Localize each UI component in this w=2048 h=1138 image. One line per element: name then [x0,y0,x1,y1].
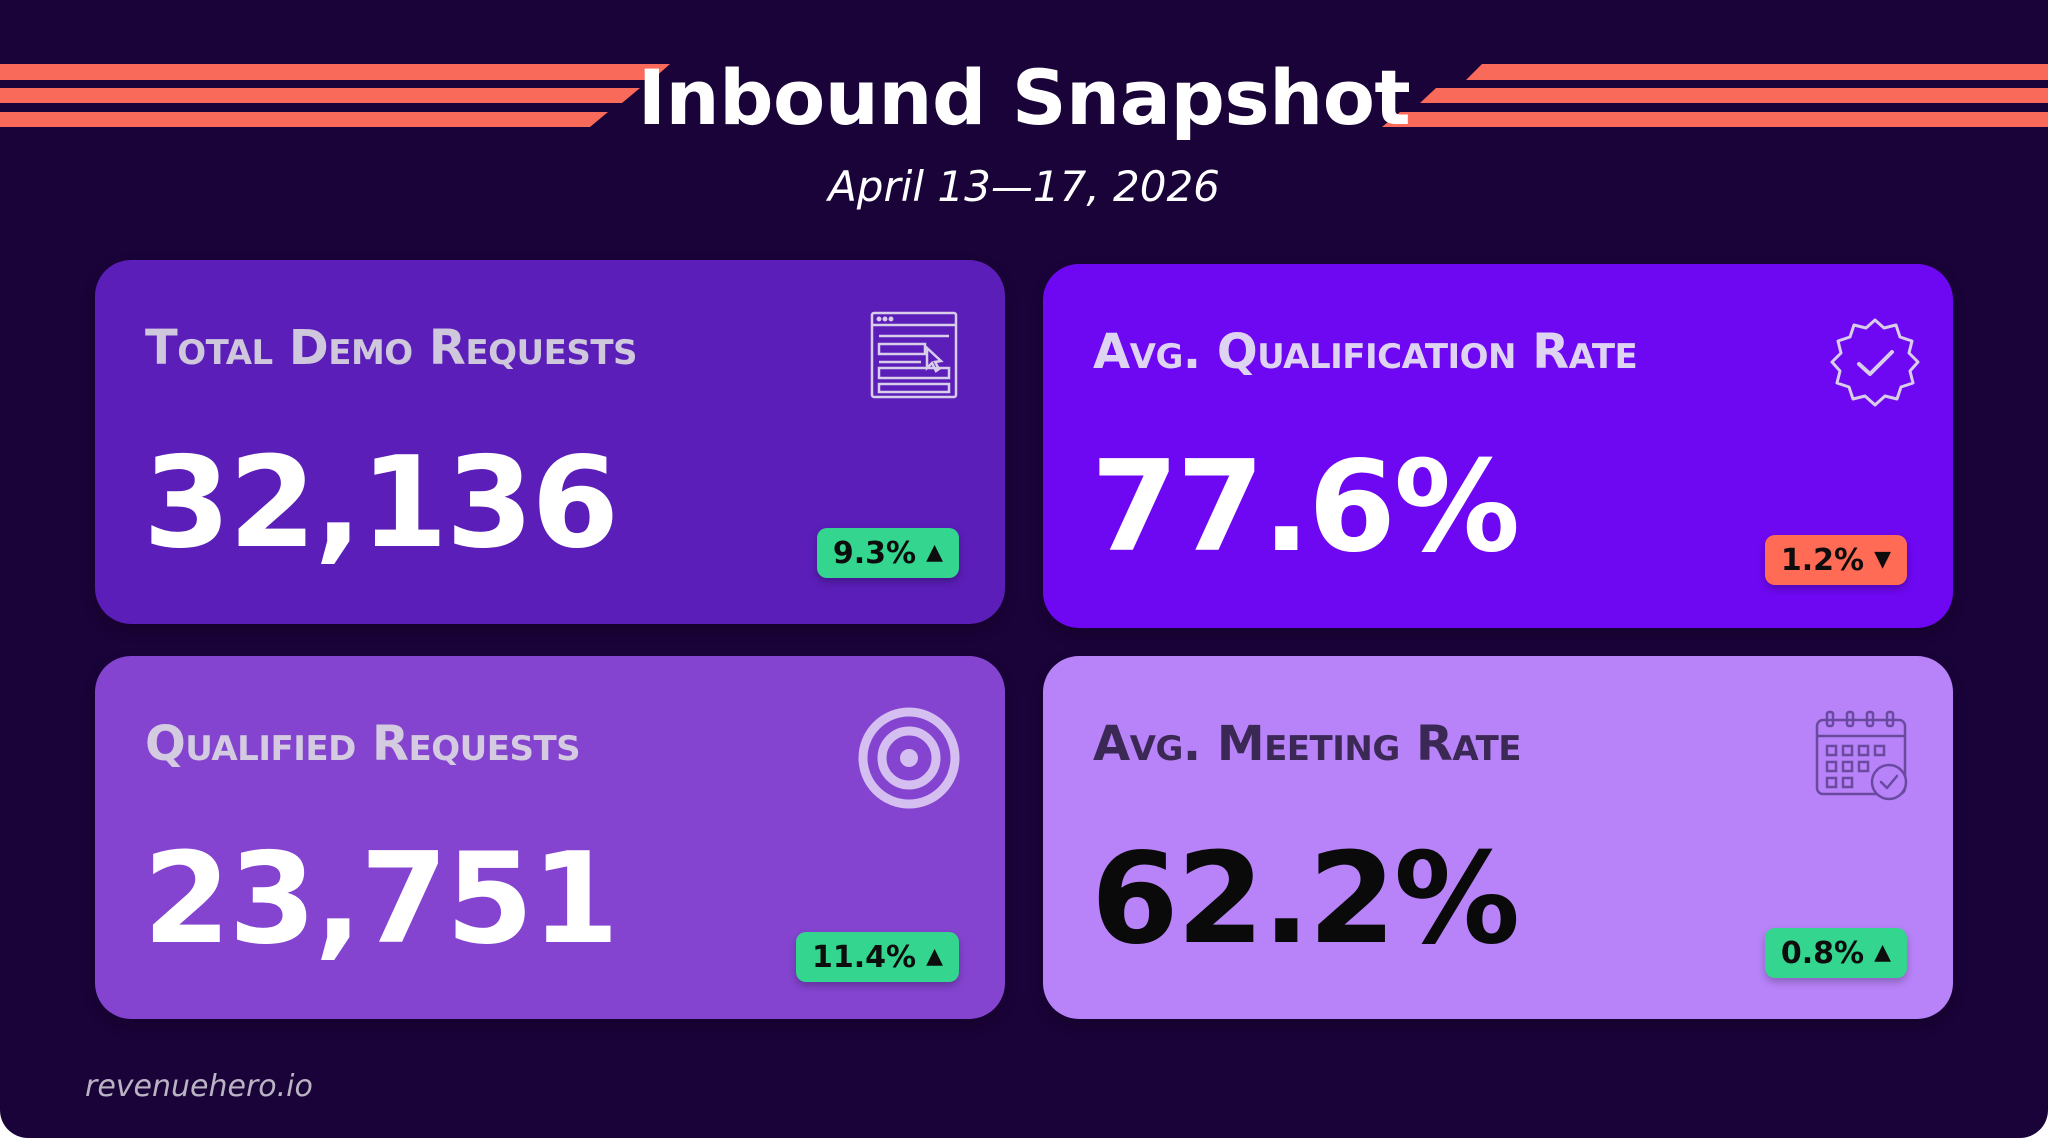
metric-value: 32,136 [143,429,619,576]
metric-label: Avg. Qualification Rate [1093,324,1638,380]
metric-label: Total Demo Requests [145,320,638,376]
verified-badge-icon [1830,318,1920,407]
right-stripe-1 [1466,64,2048,80]
up-arrow-icon: ▲ [1874,940,1891,965]
change-value: 0.8% [1780,935,1865,971]
metric-card-avg-meeting-rate: Avg. Meeting Rate 62.2% 0.8% ▲ [1043,656,1953,1019]
change-badge: 9.3% ▲ [816,528,959,578]
change-value: 1.2% [1780,542,1865,578]
left-stripe-2 [0,88,640,103]
up-arrow-icon: ▲ [926,944,943,969]
target-icon [858,707,960,809]
metric-card-total-demo-requests: Total Demo Requests 32,136 9.3% ▲ [95,260,1005,624]
change-badge: 11.4% ▲ [796,932,959,982]
change-badge: 1.2% ▼ [1764,535,1907,585]
right-stripe-2 [1420,88,2048,103]
left-stripe-3 [0,112,608,127]
header-stripes [0,64,2048,127]
web-form-icon [870,311,958,399]
metric-value: 62.2% [1091,825,1520,972]
up-arrow-icon: ▲ [926,540,943,565]
page-title: Inbound Snapshot [637,53,1411,142]
metric-value: 77.6% [1091,433,1520,580]
right-stripe-3 [1382,112,2048,127]
change-badge: 0.8% ▲ [1764,928,1907,978]
metric-label: Avg. Meeting Rate [1093,716,1522,772]
metric-card-qualified-requests: Qualified Requests 23,751 11.4% ▲ [95,656,1005,1019]
left-stripe-1 [0,64,670,80]
date-range: April 13—17, 2026 [828,162,1220,211]
change-value: 11.4% [812,939,917,975]
brand-footer: revenuehero.io [85,1069,313,1104]
metric-value: 23,751 [143,825,619,972]
down-arrow-icon: ▼ [1874,547,1891,572]
calendar-check-icon [1815,710,1908,801]
change-value: 9.3% [832,535,917,571]
metric-label: Qualified Requests [145,716,581,772]
metric-card-avg-qualification-rate: Avg. Qualification Rate 77.6% 1.2% ▼ [1043,264,1953,628]
